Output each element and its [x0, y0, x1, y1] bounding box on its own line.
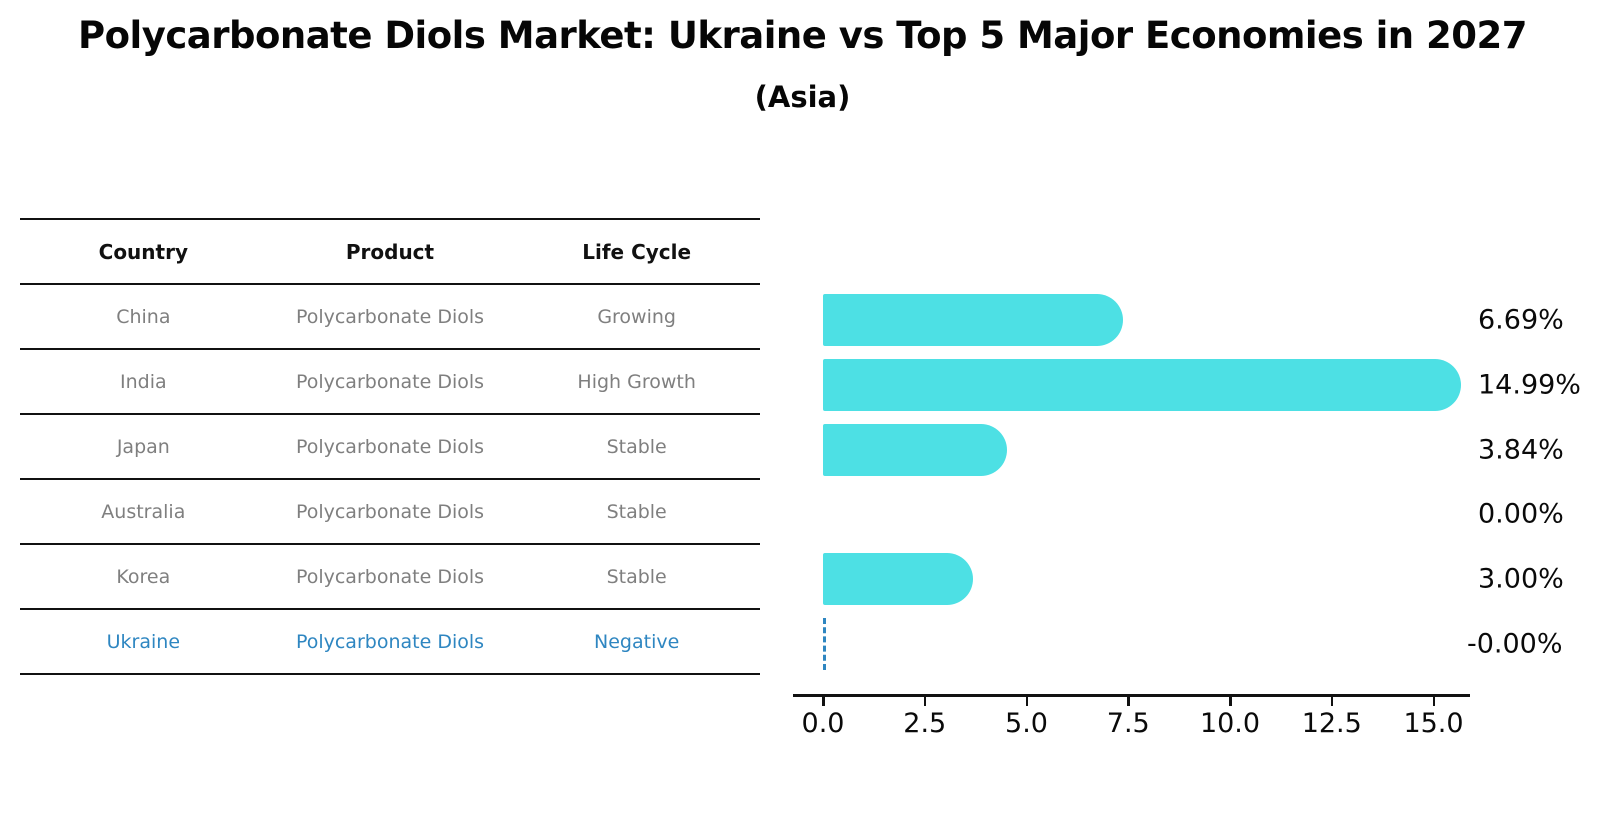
value-label-china: 6.69%	[1478, 304, 1564, 336]
table-row-china: China Polycarbonate Diols Growing	[20, 284, 760, 350]
column-header-country: Country	[20, 219, 267, 285]
table-row-australia: Australia Polycarbonate Diols Stable	[20, 479, 760, 545]
bar-india	[823, 359, 1462, 412]
x-tick	[1229, 697, 1232, 706]
x-tick-label: 0.0	[801, 708, 845, 739]
x-tick-label: 10.0	[1199, 708, 1261, 739]
table-cell: India	[20, 349, 267, 415]
table-cell: Polycarbonate Diols	[266, 544, 514, 610]
chart-subtitle: (Asia)	[754, 80, 851, 114]
ukraine-zero-marker	[823, 617, 826, 670]
value-label-japan: 3.84%	[1478, 434, 1564, 466]
chart-title: Polycarbonate Diols Market: Ukraine vs T…	[77, 14, 1528, 57]
value-label-india: 14.99%	[1478, 369, 1581, 401]
table-cell: Negative	[513, 609, 760, 675]
table-cell: Australia	[20, 479, 267, 545]
x-tick	[1330, 697, 1334, 706]
table-header-row: Country Product Life Cycle	[20, 219, 760, 285]
table-row-japan: Japan Polycarbonate Diols Stable	[20, 414, 760, 480]
column-header-life-cycle: Life Cycle	[513, 219, 760, 285]
table-cell: Stable	[513, 544, 760, 610]
x-axis-line	[793, 694, 1470, 697]
x-tick-label: 2.5	[903, 708, 947, 739]
x-tick-label: 12.5	[1301, 708, 1362, 739]
value-label-australia: 0.00%	[1478, 498, 1564, 530]
column-header-product: Product	[266, 219, 514, 285]
x-tick	[923, 697, 927, 706]
x-tick	[1432, 697, 1435, 706]
bar-china	[823, 294, 1124, 347]
x-tick	[1127, 697, 1130, 706]
table-cell: Japan	[20, 414, 267, 480]
table-cell: Korea	[20, 544, 267, 610]
table-cell: Polycarbonate Diols	[266, 609, 514, 675]
table-cell: High Growth	[513, 349, 760, 415]
table-cell: Polycarbonate Diols	[266, 349, 514, 415]
table-cell: Polycarbonate Diols	[266, 284, 514, 350]
table-cell: China	[20, 284, 267, 350]
table-row-korea: Korea Polycarbonate Diols Stable	[20, 544, 760, 610]
x-tick	[1025, 697, 1028, 706]
x-tick-label: 5.0	[1005, 708, 1048, 739]
bar-korea	[823, 553, 974, 606]
x-tick-label: 7.5	[1106, 708, 1150, 739]
x-tick	[822, 697, 825, 706]
table-cell: Ukraine	[20, 609, 267, 675]
table-cell: Growing	[513, 284, 760, 350]
table-row-ukraine: Ukraine Polycarbonate Diols Negative	[20, 609, 760, 675]
table-cell: Polycarbonate Diols	[266, 414, 514, 480]
value-label-korea: 3.00%	[1478, 563, 1564, 595]
table-cell: Stable	[513, 479, 760, 545]
x-tick-label: 15.0	[1403, 708, 1464, 739]
table-cell: Stable	[513, 414, 760, 480]
table-cell: Polycarbonate Diols	[266, 479, 514, 545]
table-row-india: India Polycarbonate Diols High Growth	[20, 349, 760, 415]
table-body: China Polycarbonate Diols Growing India Poly…	[20, 284, 760, 675]
bar-japan	[823, 423, 1008, 476]
value-label-ukraine: -0.00%	[1467, 628, 1563, 660]
table-header: Country Product Life Cycle	[20, 219, 760, 285]
country-table: Country Product Life Cycle China Polycarbon…	[20, 218, 760, 675]
